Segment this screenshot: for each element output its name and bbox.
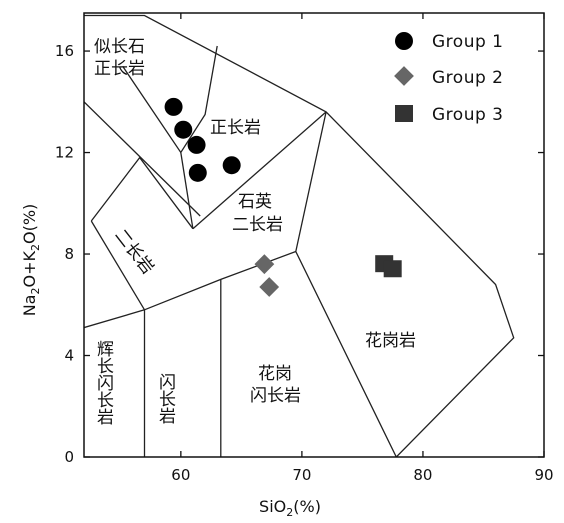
field-boundaries [84,14,515,457]
field-label-granite: 花岗岩 [365,331,416,351]
field-label-gabbro-diorite: 辉长闪长岩 [93,340,114,425]
field-boundary-4 [180,152,194,229]
x-tick-label-90: 90 [534,466,553,484]
y-tick-label-16: 16 [55,42,74,60]
x-tick-label-80: 80 [413,466,432,484]
field-boundary-7 [192,111,327,230]
legend-marker-group-2 [394,66,414,86]
point-group-1-5 [222,156,241,175]
field-label-foid-syenite-1: 似长石 [94,37,145,57]
legend-marker-group-3 [395,105,413,122]
field-boundary-2 [84,101,201,217]
field-label-granodiorite-2: 闪长岩 [250,386,301,406]
data-points [164,97,402,297]
point-group-2-1 [254,254,275,275]
x-tick-label-60: 60 [171,466,190,484]
y-axis-title: Na2O+K2O(%) [20,204,42,317]
field-label-syenite: 正长岩 [210,118,261,138]
field-label-foid-syenite-2: 正长岩 [94,59,145,79]
legend-label-group-1: Group 1 [432,32,503,52]
field-label-monzonite: 二长岩 [110,226,157,279]
field-boundary-5 [90,156,194,230]
field-boundary-8 [295,111,397,457]
legend-label-group-3: Group 3 [432,105,503,125]
point-group-1-3 [187,135,206,154]
y-tick-label-12: 12 [55,144,74,162]
legend-label-group-2: Group 2 [432,68,503,88]
legend-marker-group-1 [395,32,413,50]
field-boundary-3 [122,45,218,154]
y-tick-label-0: 0 [64,448,74,466]
point-group-1-2 [174,120,193,139]
point-group-2-2 [259,277,280,297]
field-label-diorite: 闪长岩 [155,373,176,424]
field-label-quartz-monzonite-1: 石英 [238,192,272,212]
point-group-1-4 [188,163,207,182]
point-group-1-1 [164,97,183,116]
x-axis-title: SiO2(%) [259,497,321,519]
field-boundary-6 [90,220,146,311]
x-tick-label-70: 70 [292,466,311,484]
field-label-quartz-monzonite-2: 二长岩 [232,215,283,235]
y-tick-label-8: 8 [64,245,74,263]
field-label-granodiorite-1: 花岗 [258,364,292,384]
axis-ticks: 60 70 80 90 0 4 8 12 16 [55,13,554,484]
field-boundary-1 [84,14,515,457]
y-tick-label-4: 4 [64,347,74,365]
legend: Group 1 Group 2 Group 3 [394,32,503,125]
plot-frame [83,12,545,458]
point-group-3-2 [383,260,402,278]
